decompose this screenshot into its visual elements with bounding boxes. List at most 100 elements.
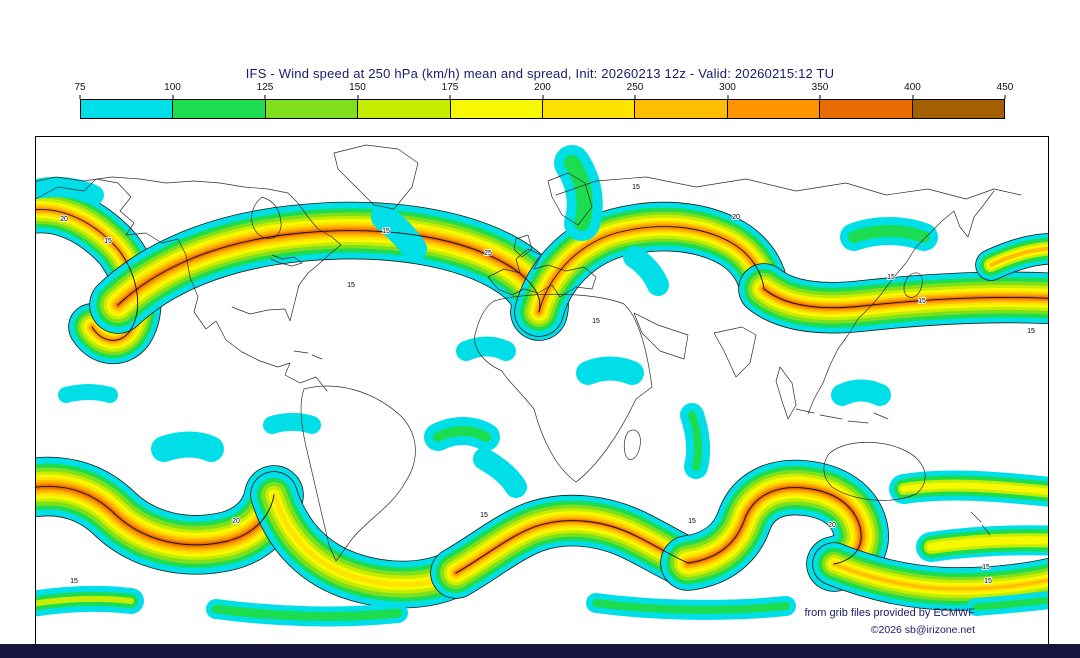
colorbar-tick-label: 350 xyxy=(811,82,829,93)
sh-left-hook-jet-core-contour xyxy=(36,486,275,546)
coastline xyxy=(36,176,342,322)
wind-speed-bands xyxy=(36,145,1048,627)
contour-label: 15 xyxy=(382,228,390,235)
tropics-epac-cyan xyxy=(151,431,224,462)
sh-australia-pacific-band xyxy=(832,562,1048,591)
colorbar-tick xyxy=(79,95,81,99)
contour-label: 15 xyxy=(984,578,992,585)
nh-top-right-streak xyxy=(989,246,1048,267)
contour-label: 25 xyxy=(484,250,492,257)
tropics-mexico-cyan xyxy=(58,384,118,403)
colorbar-labels: 75 100 125 150 175 200 250 300 350 400 450 xyxy=(74,82,1013,95)
colorbar-tick xyxy=(357,95,358,99)
contour-label: 15 xyxy=(918,298,926,305)
colorbar-bar xyxy=(80,99,1005,119)
coastline xyxy=(36,178,328,392)
contour-label: 15 xyxy=(1027,328,1035,335)
colorbar-tick xyxy=(264,95,266,99)
coastline xyxy=(474,293,653,483)
colorbar-tick-label: 75 xyxy=(74,82,86,93)
colorbar-segment xyxy=(358,100,451,118)
nh-atlantic-europe-jet-core-contour xyxy=(538,226,765,313)
colorbar-segment xyxy=(727,100,821,118)
sh-bottom-strip-west xyxy=(211,604,403,621)
colorbar-tick xyxy=(634,95,636,99)
tropics-sahel-cyan xyxy=(456,336,516,361)
colorbar-tick-label: 400 xyxy=(904,82,921,93)
contour-label: 15 xyxy=(104,238,112,245)
colorbar-segment xyxy=(265,100,359,118)
contour-label: 20 xyxy=(60,216,68,223)
contour-label: 15 xyxy=(480,512,488,519)
coastline xyxy=(633,312,689,360)
nh-east-siberia-cyan xyxy=(848,225,930,243)
contour-label: 15 xyxy=(347,282,355,289)
tropics-indian-cyan xyxy=(688,411,703,471)
coastline xyxy=(823,441,926,501)
contour-label: 15 xyxy=(982,564,990,571)
colorbar-tick xyxy=(1004,95,1006,99)
coastline xyxy=(513,234,533,258)
colorbar-tick xyxy=(912,95,913,99)
coastline xyxy=(555,176,1022,200)
coastline xyxy=(270,254,303,267)
colorbar-segment xyxy=(81,100,174,118)
tropics-carib-cyan xyxy=(263,413,321,434)
colorbar-tick-label: 100 xyxy=(164,82,181,93)
tropics-atlantic-cyan xyxy=(433,426,491,442)
weather-map-svg: 20 15 15 25 15 20 15 15 15 15 20 15 15 20 15 15 15 15 xyxy=(36,144,1048,627)
sh-south-america-dip xyxy=(271,492,459,588)
coastline xyxy=(970,511,991,536)
contour-label: 20 xyxy=(732,214,740,221)
coastline xyxy=(775,366,797,420)
nh-asia-pacific-jet-core-contour xyxy=(763,288,1048,309)
colorbar-tick-label: 450 xyxy=(996,82,1014,93)
colorbar-tick xyxy=(819,95,821,99)
footer-bar xyxy=(0,644,1080,658)
colorbar-tick xyxy=(449,95,451,99)
colorbar-ticks xyxy=(79,95,1006,99)
sh-right-low-band xyxy=(927,536,1048,551)
colorbar-tick xyxy=(542,95,543,99)
coastline xyxy=(903,272,923,298)
credit-ecmwf: from grib files provided by ECMWF xyxy=(804,607,975,619)
sh-indian-ocean-hook-core-contour xyxy=(687,487,862,565)
sh-bottom-right-strip xyxy=(972,596,1048,611)
colorbar-segment xyxy=(635,100,728,118)
colorbar-segment xyxy=(543,100,636,118)
sh-right-mid-band xyxy=(901,482,1048,495)
coastline xyxy=(300,385,416,562)
colorbar-tick-label: 300 xyxy=(719,82,736,93)
coastline xyxy=(293,350,323,360)
coastline xyxy=(713,326,757,378)
contour-label: 15 xyxy=(887,274,895,281)
contour-label: 15 xyxy=(632,184,640,191)
nh-europe-cyan xyxy=(623,246,669,296)
colorbar-tick-label: 200 xyxy=(534,82,551,93)
contour-label: 20 xyxy=(828,522,836,529)
sh-bottom-strip-east xyxy=(592,599,790,614)
coastline xyxy=(795,408,889,424)
coastline xyxy=(487,248,597,298)
contour-label: 20 xyxy=(232,518,240,525)
nh-north-america-jet-core-contour xyxy=(117,230,541,313)
colorbar-segment xyxy=(450,100,544,118)
credits: from grib files provided by ECMWF ©2026 … xyxy=(804,604,975,639)
map: 20 15 15 25 15 20 15 15 15 15 20 15 15 20 15 15 15 15 xyxy=(35,136,1049,645)
colorbar-tick-label: 150 xyxy=(349,82,366,93)
nh-left-streak-core-contour xyxy=(36,209,139,341)
contour-label: 15 xyxy=(592,318,600,325)
colorbar-tick-label: 125 xyxy=(256,82,274,93)
colorbar-tick xyxy=(172,95,173,99)
sh-south-atlantic-jet-core-contour xyxy=(455,520,689,574)
contour-label: 15 xyxy=(70,578,78,585)
colorbar-segment xyxy=(912,100,1005,118)
tropics-brazil-cyan xyxy=(473,448,527,498)
nh-scandinavia-cyan xyxy=(564,155,593,231)
sh-bottom-left-strip xyxy=(36,595,134,607)
coastline xyxy=(807,190,995,415)
coastline xyxy=(623,429,641,460)
colorbar-tick xyxy=(727,95,728,99)
colorbar: 75 100 125 150 175 200 250 300 350 400 450 xyxy=(74,82,1013,119)
